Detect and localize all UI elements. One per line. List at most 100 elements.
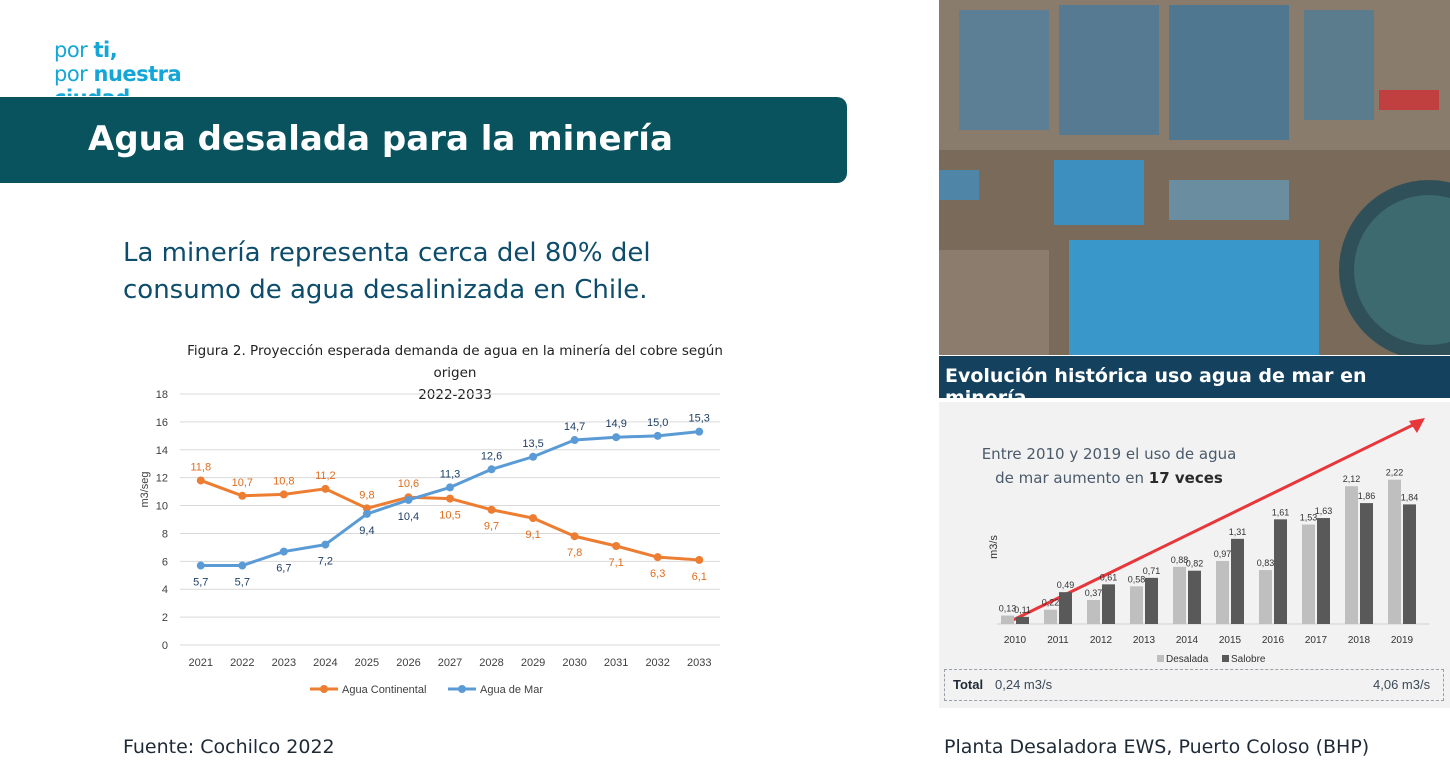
bar-desalada: [1001, 615, 1014, 624]
data-label: 10,5: [439, 510, 460, 522]
data-label: 14,7: [564, 421, 585, 433]
data-label: 6,1: [692, 571, 707, 583]
bar-value-label: 0,11: [1014, 605, 1031, 615]
data-point: [321, 484, 330, 493]
bar-desalada: [1259, 570, 1272, 624]
bar-value-label: 0,82: [1186, 559, 1204, 569]
data-point: [570, 532, 579, 541]
bar-value-label: 1,84: [1401, 492, 1419, 502]
data-point: [196, 561, 205, 570]
data-point: [196, 476, 205, 485]
x-tick-label: 2029: [521, 657, 545, 669]
x-tick-label: 2031: [604, 657, 628, 669]
y-tick-label: 12: [156, 473, 168, 485]
data-label: 15,3: [689, 413, 710, 425]
bar-desalada: [1302, 524, 1315, 624]
data-point: [362, 509, 371, 518]
x-tick-label: 2023: [272, 657, 296, 669]
page-title: Agua desalada para la minería: [88, 119, 673, 159]
figure-title: Figura 2. Proyección esperada demanda de…: [170, 340, 740, 406]
data-point: [529, 514, 538, 523]
bar-salobre: [1403, 504, 1416, 624]
data-point: [653, 553, 662, 562]
bar-value-label: 1,61: [1272, 507, 1290, 517]
bar-value-label: 0,71: [1143, 566, 1161, 576]
figure-title-line1: Figura 2. Proyección esperada demanda de…: [187, 343, 723, 381]
water-demand-line-chart: 0 2 4 6 8 10 12 14 16 18 m3/seg 2021 2022 2023 2024 202…: [139, 389, 720, 696]
bar-value-label: 1,53: [1300, 513, 1318, 523]
total-end-value: 4,06 m3/s: [1373, 677, 1431, 692]
data-label: 11,8: [190, 461, 211, 473]
y-tick-label: 2: [162, 612, 168, 624]
bar-desalada: [1087, 599, 1100, 624]
data-label: 7,8: [567, 547, 582, 559]
bar-value-label: 0,88: [1171, 555, 1189, 565]
x-tick-label: 2030: [562, 657, 586, 669]
data-label: 10,7: [232, 477, 253, 489]
data-point: [653, 431, 662, 440]
x-tick-label: 2011: [1047, 635, 1069, 646]
data-label: 9,1: [525, 529, 540, 541]
bar-desalada: [1044, 609, 1057, 624]
x-tick-label: 2015: [1219, 635, 1242, 646]
x-tick-label: 2021: [189, 657, 213, 669]
x-tick-label: 2025: [355, 657, 379, 669]
x-tick-label: 2032: [645, 657, 669, 669]
x-tick-label: 2022: [230, 657, 254, 669]
data-label: 14,9: [605, 418, 626, 430]
bar-value-label: 2,22: [1386, 468, 1404, 478]
bar-value-label: 0,97: [1214, 549, 1232, 559]
data-point: [570, 436, 579, 445]
x-tick-label: 2012: [1090, 635, 1113, 646]
data-label: 5,7: [235, 577, 250, 589]
legend-marker: [458, 685, 466, 693]
bar-value-label: 1,31: [1229, 527, 1247, 537]
y-axis-label: m3/s: [988, 535, 1000, 559]
bar-value-label: 0,37: [1085, 588, 1103, 598]
bar-salobre: [1016, 616, 1029, 624]
data-label: 15,0: [647, 417, 668, 429]
x-tick-label: 2017: [1305, 635, 1328, 646]
data-point: [238, 491, 247, 500]
data-label: 9,4: [359, 525, 374, 537]
data-point: [487, 505, 496, 514]
bar-value-label: 2,12: [1343, 474, 1361, 484]
legend-swatch: [1157, 655, 1164, 662]
trend-arrow-head: [1409, 418, 1425, 433]
x-tick-label: 2028: [479, 657, 503, 669]
data-label: 7,1: [609, 557, 624, 569]
x-tick-label: 2010: [1004, 635, 1027, 646]
total-start-value: 0,24 m3/s: [995, 677, 1053, 692]
seawater-usage-bar-chart: m3/s 0,130,11 2010 0,22 0,49 2011 0,37 0,61 2012…: [988, 418, 1429, 665]
data-label: 10,6: [398, 478, 419, 490]
title-banner: Agua desalada para la minería: [0, 97, 847, 183]
bar-desalada: [1173, 566, 1186, 624]
bar-salobre: [1102, 584, 1115, 624]
trend-arrow-line: [1008, 420, 1420, 624]
data-label: 11,3: [440, 468, 461, 480]
bar-value-label: 0,83: [1257, 558, 1275, 568]
x-tick-label: 2033: [687, 657, 711, 669]
bar-value-label: 0,22: [1042, 598, 1060, 608]
y-tick-label: 14: [156, 445, 168, 457]
x-tick-label: 2026: [396, 657, 420, 669]
legend-label: Agua de Mar: [480, 684, 543, 696]
page-subtitle: La minería representa cerca del 80% del …: [123, 238, 651, 305]
bar-salobre: [1274, 519, 1287, 624]
bar-salobre: [1317, 518, 1330, 624]
legend-label: Agua Continental: [342, 684, 426, 696]
bar-value-label: 0,61: [1100, 572, 1118, 582]
data-label: 11,2: [315, 470, 336, 482]
data-point: [279, 490, 288, 499]
growth-note-line1: Entre 2010 y 2019 el uso de agua: [981, 445, 1237, 463]
legend-label: Salobre: [1231, 654, 1266, 665]
data-point: [238, 561, 247, 570]
data-label: 7,2: [318, 556, 333, 568]
seawater-usage-panel: m3/s 0,13 0,11 2010 0,22 0,49 2011 0,37 0,61 2012…: [939, 402, 1450, 708]
data-point: [487, 465, 496, 474]
bar-value-label: 0,49: [1057, 580, 1075, 590]
data-point: [362, 504, 371, 513]
bar-desalada: [1345, 486, 1358, 624]
y-tick-label: 16: [156, 417, 168, 429]
x-tick-label: 2019: [1391, 635, 1414, 646]
